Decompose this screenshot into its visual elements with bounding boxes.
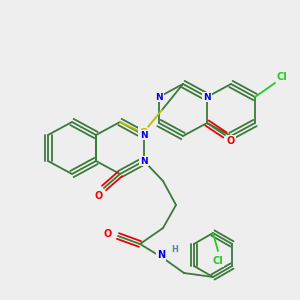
Text: N: N xyxy=(140,157,148,166)
Text: O: O xyxy=(227,136,235,146)
Text: S: S xyxy=(139,128,147,138)
Text: N: N xyxy=(203,92,211,101)
Text: O: O xyxy=(95,191,103,201)
Text: N: N xyxy=(157,250,165,260)
Text: N: N xyxy=(140,130,148,140)
Text: Cl: Cl xyxy=(277,72,287,82)
Text: N: N xyxy=(155,92,163,101)
Text: O: O xyxy=(104,229,112,239)
Text: H: H xyxy=(172,245,178,254)
Text: Cl: Cl xyxy=(213,256,224,266)
